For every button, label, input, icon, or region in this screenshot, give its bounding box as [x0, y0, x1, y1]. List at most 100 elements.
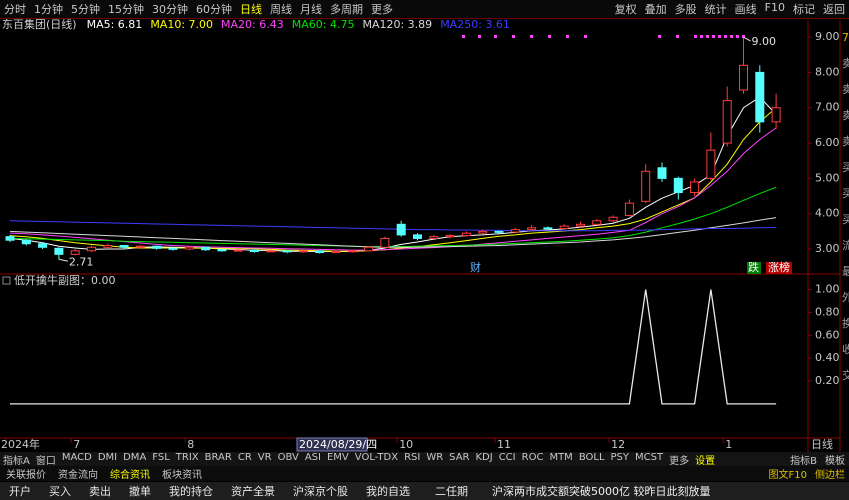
indicator-tab[interactable]: TRIX: [175, 452, 199, 463]
indicator-tab[interactable]: MACD: [61, 452, 92, 463]
indicator-tab[interactable]: 窗口: [35, 455, 56, 467]
period-tab[interactable]: 月线: [300, 3, 322, 16]
indicator-tab[interactable]: MCST: [635, 452, 664, 463]
x-tick-label: 11: [497, 438, 511, 451]
trade-button[interactable]: 我的自选: [366, 485, 410, 498]
indicator-tab[interactable]: 指标A: [3, 455, 30, 467]
indicator-tab[interactable]: WR: [426, 452, 444, 463]
indicator-bar: 指标A 窗口 MACD DMI DMA FSL TRIX BRAR CR VR OBV ASI EMV V…: [0, 452, 849, 466]
legend-entry: MA5: 6.81: [87, 18, 143, 31]
side-char: 卖: [842, 83, 849, 96]
period-tab[interactable]: 周线: [270, 3, 292, 16]
period-tab[interactable]: 多周期: [330, 3, 363, 16]
indicator-tab[interactable]: CR: [237, 452, 252, 463]
period-tab[interactable]: 1分钟: [34, 3, 63, 16]
trade-button[interactable]: 我的持仓: [169, 485, 213, 498]
info-tab[interactable]: 综合资讯: [110, 470, 150, 481]
candle-body: [722, 100, 732, 144]
info-tab[interactable]: 资金流向: [58, 470, 98, 481]
indicator-tab[interactable]: BOLL: [578, 452, 605, 463]
trade-button[interactable]: 开户: [9, 485, 31, 498]
period-tab[interactable]: 5分钟: [71, 3, 100, 16]
y-tick-label: 0.40: [815, 351, 840, 364]
y-tick-label: 5.00: [815, 171, 840, 184]
tool-button[interactable]: 统计: [704, 3, 727, 16]
candle-body: [331, 251, 341, 254]
indicator-tab[interactable]: VOL-TDX: [354, 452, 399, 463]
side-char: 卖: [842, 109, 849, 122]
candle-body: [592, 220, 602, 225]
period-tab[interactable]: 60分钟: [196, 3, 232, 16]
info-tab[interactable]: 图文F10: [768, 470, 807, 481]
candle-body: [771, 107, 781, 123]
indicator-line: [10, 289, 777, 405]
indicator-tab[interactable]: FSL: [152, 452, 170, 463]
y-tick-label: 0.60: [815, 328, 840, 341]
period-tab[interactable]: 更多: [371, 3, 393, 16]
signal-dot: [676, 35, 679, 38]
y-tick-label: 3.00: [815, 242, 840, 255]
ma-line: [9, 217, 777, 248]
indicator-tab[interactable]: EMV: [326, 452, 349, 463]
indicator-tab[interactable]: DMA: [123, 452, 147, 463]
tool-button[interactable]: 叠加: [644, 3, 667, 16]
indicator-tab[interactable]: 更多: [669, 455, 690, 467]
indicator-tab[interactable]: KDJ: [475, 452, 493, 463]
tool-button[interactable]: F10: [764, 1, 785, 14]
signal-dot: [724, 35, 727, 38]
trade-button[interactable]: 资产全景: [231, 485, 275, 498]
x-tick-label: 12: [611, 438, 625, 451]
indicator-tab[interactable]: BRAR: [204, 452, 232, 463]
signal-dot: [730, 35, 733, 38]
indicator-tab[interactable]: SAR: [449, 452, 470, 463]
trade-button[interactable]: 撤单: [129, 485, 151, 498]
period-bar: 分时 1分钟 5分钟 15分钟 30分钟 60分钟 日线 周线 月线 多周期 更多 复权 叠加 多股 统计画…: [0, 0, 849, 19]
candle-body: [543, 227, 553, 230]
period-tab[interactable]: 15分钟: [108, 3, 144, 16]
period-tab[interactable]: 分时: [4, 3, 26, 16]
trade-button[interactable]: 买入: [49, 485, 71, 498]
tool-button[interactable]: 返回: [823, 3, 845, 16]
indicator-tab[interactable]: 指标B: [790, 455, 817, 467]
tool-button[interactable]: 复权: [614, 3, 637, 16]
indicator-tab[interactable]: ROC: [521, 452, 544, 463]
signal-dot: [566, 35, 569, 38]
candle-body: [755, 71, 765, 123]
y-tick-label: 6.00: [815, 136, 840, 149]
indicator-tab[interactable]: ASI: [304, 452, 321, 463]
indicator-tab[interactable]: MTM: [549, 452, 573, 463]
candle-body: [315, 250, 325, 254]
signal-dot: [742, 35, 745, 38]
indicator-tab[interactable]: CCI: [498, 452, 516, 463]
period-tab[interactable]: 日线: [240, 3, 262, 16]
indicator-tab[interactable]: 设置: [695, 455, 716, 467]
trade-button[interactable]: 卖出: [89, 485, 111, 498]
legend-entry: MA250: 3.61: [440, 18, 510, 31]
candle-body: [282, 250, 292, 253]
period-tab[interactable]: 30分钟: [152, 3, 188, 16]
tool-button[interactable]: 画线: [734, 3, 757, 16]
x-tick-label: 1: [725, 438, 732, 451]
info-tab[interactable]: 板块资讯: [162, 470, 202, 481]
tool-button[interactable]: 多股: [674, 3, 697, 16]
candle-body: [135, 245, 145, 248]
candle-body: [641, 170, 651, 202]
indicator-tab[interactable]: OBV: [277, 452, 299, 463]
indicator-tab[interactable]: 模板: [825, 455, 845, 467]
x-tick-label: 2024年: [1, 437, 40, 451]
side-char: 7: [842, 31, 849, 44]
indicator-tab[interactable]: PSY: [610, 452, 630, 463]
x-tick-label: 10: [399, 438, 413, 451]
tool-button[interactable]: 标记: [793, 3, 815, 16]
side-char: 换: [842, 316, 849, 330]
info-tab[interactable]: 关联报价: [6, 470, 46, 481]
indicator-tab[interactable]: RSI: [404, 452, 421, 463]
signal-dot: [694, 35, 697, 38]
indicator-tab[interactable]: DMI: [97, 452, 118, 463]
indicator-tab[interactable]: VR: [257, 452, 272, 463]
info-tab[interactable]: 侧边栏: [815, 470, 845, 481]
trade-button[interactable]: 沪深京个股: [293, 485, 348, 498]
candle-body: [54, 247, 64, 255]
candle-body: [70, 250, 80, 255]
